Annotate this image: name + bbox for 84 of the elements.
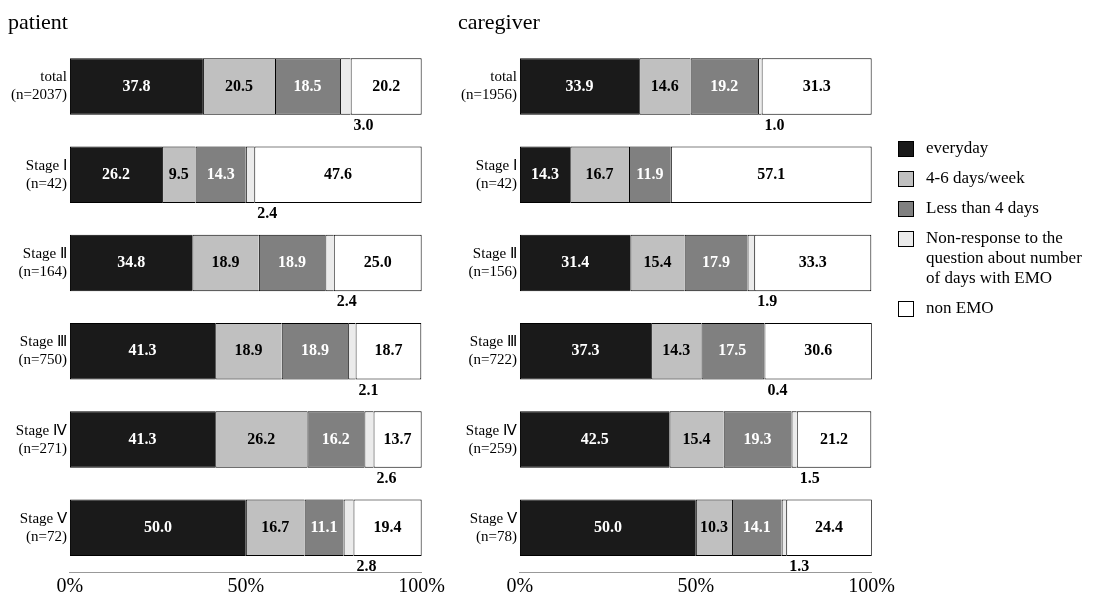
y-tick-label: Stage Ⅱ (n=164) xyxy=(18,245,67,280)
data-label: 14.1 xyxy=(742,518,771,536)
data-label: 15.4 xyxy=(682,429,711,447)
data-label: 25.0 xyxy=(363,253,392,271)
data-label: 41.3 xyxy=(128,429,157,447)
data-label: 16.2 xyxy=(321,429,350,447)
y-tick-label: Stage Ⅱ (n=156) xyxy=(468,245,517,280)
data-label: 1.5 xyxy=(799,468,820,486)
data-label: 24.4 xyxy=(815,518,844,536)
y-tick-label: Stage Ⅳ (n=271) xyxy=(15,421,67,457)
y-tick-label: Stage Ⅰ (n=42) xyxy=(475,156,517,192)
data-label: 26.2 xyxy=(247,429,276,447)
data-label: 2.8 xyxy=(356,557,377,575)
text: non EMO xyxy=(926,298,994,318)
x-tick-label: 0% xyxy=(506,574,534,597)
x-tick-label: 50% xyxy=(227,574,265,597)
data-label: 2.4 xyxy=(336,292,357,310)
data-label: 11.1 xyxy=(310,518,338,536)
data-label: 15.4 xyxy=(643,253,672,271)
data-label: 57.1 xyxy=(757,164,786,182)
legend-label: Non-response to the question about number of days with EMO xyxy=(926,228,1083,288)
data-label: 19.4 xyxy=(373,518,402,536)
data-label: 50.0 xyxy=(593,518,622,536)
x-tick-label: 100% xyxy=(848,574,896,597)
legend-label: Less than 4 days xyxy=(926,198,1039,218)
data-label: 16.7 xyxy=(585,164,614,182)
x-tick-label: 100% xyxy=(398,574,446,597)
data-label: 18.9 xyxy=(234,341,263,359)
data-label: 1.9 xyxy=(757,292,778,310)
y-tick-label: Stage Ⅴ (n=72) xyxy=(19,509,68,545)
data-label: 18.9 xyxy=(300,341,329,359)
data-label: 31.3 xyxy=(802,76,831,94)
data-label: 19.2 xyxy=(710,76,739,94)
data-label: 19.3 xyxy=(743,429,772,447)
data-label: 31.4 xyxy=(561,253,590,271)
data-label: 18.7 xyxy=(374,341,403,359)
y-tick-label: Stage Ⅴ (n=78) xyxy=(469,509,518,545)
y-tick-label: total (n=2037) xyxy=(11,68,67,104)
data-label: 0.4 xyxy=(767,380,788,398)
data-label: 14.3 xyxy=(662,341,691,359)
data-label: 10.3 xyxy=(699,518,728,536)
data-label: 42.5 xyxy=(580,429,609,447)
x-tick-label: 0% xyxy=(56,574,84,597)
data-label: 3.0 xyxy=(353,115,374,133)
data-label: 41.3 xyxy=(128,341,157,359)
data-label: 14.3 xyxy=(206,164,235,182)
data-label: 11.9 xyxy=(636,164,664,182)
data-label: 33.9 xyxy=(565,76,594,94)
data-label: 30.6 xyxy=(804,341,833,359)
data-label: 1.0 xyxy=(764,115,785,133)
legend-label: everyday xyxy=(926,138,989,158)
chart-title: caregiver xyxy=(458,8,541,34)
data-label: 13.7 xyxy=(383,429,412,447)
y-tick-label: total (n=1956) xyxy=(461,68,517,104)
data-label: 50.0 xyxy=(143,518,172,536)
legend-label: 4-6 days/week xyxy=(926,168,1025,188)
data-label: 20.5 xyxy=(224,76,253,94)
data-label: 2.1 xyxy=(358,380,379,398)
data-label: 26.2 xyxy=(102,164,131,182)
y-tick-label: Stage Ⅲ (n=750) xyxy=(18,333,67,369)
data-label: 14.3 xyxy=(531,164,560,182)
y-tick-label: Stage Ⅲ (n=722) xyxy=(468,333,517,369)
data-label: 17.9 xyxy=(702,253,731,271)
data-label: 37.3 xyxy=(571,341,600,359)
data-label: 17.5 xyxy=(718,341,747,359)
data-label: 18.9 xyxy=(278,253,307,271)
data-label: 37.8 xyxy=(122,76,151,94)
data-label: 47.6 xyxy=(323,164,352,182)
y-tick-label: Stage Ⅰ (n=42) xyxy=(25,156,67,192)
data-label: 9.5 xyxy=(168,164,189,182)
chart-title: patient xyxy=(8,8,68,34)
data-label: 2.4 xyxy=(257,204,278,222)
data-label: 1.3 xyxy=(789,557,810,575)
data-label: 21.2 xyxy=(820,429,849,447)
data-label: 34.8 xyxy=(117,253,146,271)
data-label: 14.6 xyxy=(650,76,679,94)
data-label: 16.7 xyxy=(261,518,290,536)
data-label: 20.2 xyxy=(372,76,401,94)
data-label: 2.6 xyxy=(376,468,397,486)
data-label: 33.3 xyxy=(798,253,827,271)
y-tick-label: Stage Ⅳ (n=259) xyxy=(465,421,517,457)
x-tick-label: 50% xyxy=(677,574,715,597)
data-label: 18.9 xyxy=(211,253,240,271)
data-label: 18.5 xyxy=(293,76,322,94)
